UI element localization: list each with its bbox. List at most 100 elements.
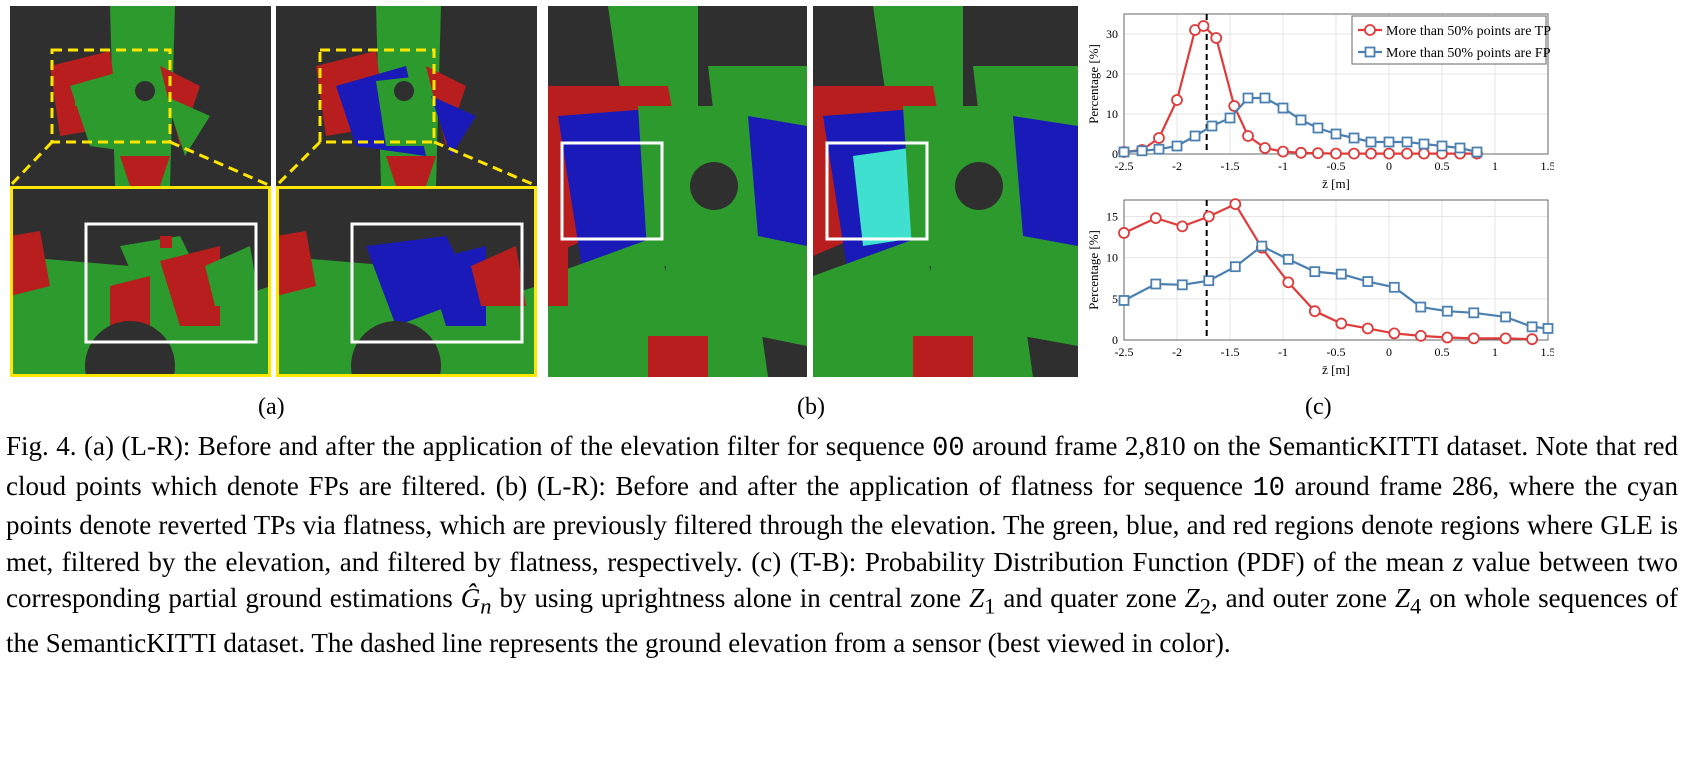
y-tick-label: 0 (1112, 333, 1118, 347)
data-point-fp (1471, 146, 1483, 158)
x-tick-label: -1 (1278, 345, 1288, 359)
x-tick-label: 0.5 (1435, 159, 1450, 173)
data-point-tp (1210, 32, 1223, 44)
legend-entry-0: More than 50% points are TP (1386, 24, 1551, 39)
caption-z1: Z (969, 583, 985, 613)
data-point-tp (1295, 146, 1307, 159)
data-point-fp (1454, 142, 1466, 154)
data-point-tp (1383, 147, 1395, 160)
data-point-fp (1362, 276, 1374, 287)
data-point-tp (1365, 147, 1377, 160)
caption-seq1: 00 (932, 434, 965, 464)
data-point-fp (1500, 311, 1512, 323)
panel-a-before (10, 6, 271, 377)
caption-part3: around frame 286, where the cyan points … (6, 470, 1679, 577)
data-point-fp (1295, 114, 1307, 126)
data-point-fp (1312, 122, 1324, 134)
x-tick-label: -2 (1172, 159, 1182, 173)
data-point-tp (1118, 227, 1130, 239)
data-point-tp (1348, 147, 1360, 160)
x-tick-label: 0.5 (1435, 345, 1450, 359)
y-tick-label: 0 (1112, 147, 1118, 161)
data-point-tp (1388, 327, 1401, 340)
caption-z1-sub: 1 (984, 593, 996, 619)
data-point-fp (1206, 120, 1218, 132)
legend-box (1351, 15, 1547, 65)
caption-part6: and quater zone (1003, 583, 1177, 613)
data-point-tp (1259, 142, 1271, 154)
data-point-tp (1414, 329, 1427, 342)
data-point-fp (1365, 136, 1377, 148)
chart-top: -2.5 -2 -1.5 -1 -0.5 0 0.5 1 1.5 0 10 20 30 z̄ [m] Per… (1086, 13, 1555, 191)
data-point-tp (1361, 322, 1374, 335)
data-point-fp (1277, 102, 1289, 114)
data-point-tp (1312, 147, 1324, 160)
data-point-fp (1542, 323, 1554, 334)
data-point-tp (1229, 198, 1242, 211)
data-point-fp (1150, 278, 1162, 290)
y-tick-label: 20 (1106, 67, 1118, 81)
x-axis-label: z̄ [m] (1322, 176, 1350, 191)
y-axis-label: Percentage [%] (1086, 44, 1101, 124)
sub-label-a: (a) (258, 394, 285, 420)
data-point-tp (1171, 94, 1183, 106)
plot-frame (1123, 199, 1549, 341)
lidar-scan-a-after (276, 6, 537, 377)
x-tick-label: -2.5 (1115, 345, 1134, 359)
data-point-fp (1203, 275, 1215, 287)
x-tick-label: -0.5 (1327, 159, 1346, 173)
panel-b-after (813, 6, 1078, 377)
x-axis-label: z̄ [m] (1322, 362, 1350, 377)
lidar-scan-b-before (548, 6, 807, 377)
data-point-fp (1242, 92, 1254, 104)
x-tick-label: 1.5 (1541, 159, 1555, 173)
caption-g-var: Ĝ (460, 583, 481, 613)
data-point-tp (1277, 145, 1289, 158)
data-point-tp (1308, 305, 1321, 318)
sub-label-c: (c) (1305, 394, 1332, 420)
y-axis-label: Percentage [%] (1086, 230, 1101, 310)
panel-b-before (548, 6, 807, 377)
data-point-fp (1335, 268, 1347, 280)
data-point-fp (1309, 266, 1321, 278)
y-tick-label: 10 (1106, 107, 1118, 121)
data-point-tp (1197, 20, 1210, 32)
data-point-tp (1441, 331, 1454, 344)
data-point-tp (1153, 132, 1165, 144)
data-point-fp (1418, 138, 1430, 150)
caption-z2-sub: 2 (1199, 593, 1211, 619)
data-point-fp (1189, 130, 1201, 142)
data-point-tp (1242, 130, 1254, 142)
data-point-tp (1228, 100, 1241, 112)
caption-g-sub: n (480, 593, 492, 619)
caption-z4-sub: 4 (1410, 593, 1422, 619)
y-tick-label: 30 (1106, 27, 1118, 41)
data-point-fp (1388, 281, 1400, 293)
data-point-fp (1526, 321, 1538, 333)
x-tick-label: 0 (1386, 159, 1392, 173)
data-point-fp (1229, 261, 1241, 273)
data-point-fp (1330, 128, 1342, 140)
data-point-tp (1202, 210, 1215, 223)
caption-part8: on whole sequences of the SemanticKITTI … (6, 583, 1679, 658)
panel-a-after (276, 6, 537, 377)
legend-marker-fp (1364, 46, 1376, 58)
series-line-0 (1123, 202, 1533, 341)
legend-marker-tp (1364, 24, 1376, 36)
data-point-tp (1418, 147, 1430, 160)
y-tick-label: 10 (1106, 251, 1118, 265)
data-point-tp (1149, 212, 1162, 225)
lidar-scan-a-before (10, 6, 271, 377)
data-point-fp (1441, 305, 1453, 317)
y-tick-label: 15 (1106, 209, 1118, 223)
data-point-tp (1176, 220, 1189, 233)
data-point-tp (1467, 332, 1480, 345)
data-point-fp (1282, 253, 1294, 265)
data-point-tp (1499, 332, 1512, 345)
caption-part5: by using uprightness alone in central zo… (499, 583, 962, 613)
caption-seq2: 10 (1252, 473, 1285, 504)
x-tick-label: -1 (1278, 159, 1288, 173)
data-point-fp (1118, 146, 1130, 158)
caption-fig: Fig. 4. (6, 431, 77, 461)
data-point-fp (1118, 295, 1130, 306)
